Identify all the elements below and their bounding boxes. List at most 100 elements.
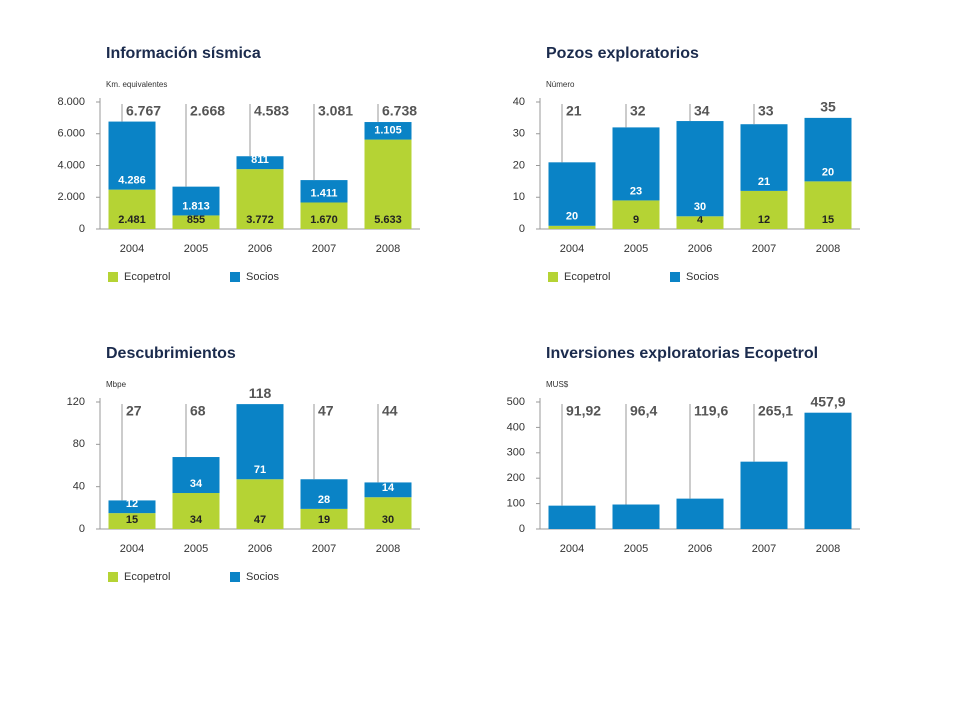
legend-swatch bbox=[108, 572, 118, 582]
bar-segment bbox=[300, 479, 348, 509]
bar-segment bbox=[804, 181, 852, 229]
value-label: 1.813 bbox=[182, 200, 210, 212]
bar bbox=[740, 461, 788, 529]
total-label: 34 bbox=[694, 103, 710, 119]
value-label: 20 bbox=[822, 166, 834, 178]
bar bbox=[612, 504, 660, 529]
value-label: 265,1 bbox=[758, 403, 793, 419]
x-tick-label: 2007 bbox=[752, 543, 776, 555]
bar-segment bbox=[108, 189, 156, 229]
bar-segment bbox=[676, 216, 724, 229]
x-tick-label: 2007 bbox=[312, 243, 336, 255]
bar-segment bbox=[108, 500, 156, 514]
x-tick-label: 2008 bbox=[816, 243, 840, 255]
legend-swatch bbox=[548, 272, 558, 282]
total-label: 47 bbox=[318, 403, 334, 419]
value-label: 91,92 bbox=[566, 403, 601, 419]
x-tick-label: 2007 bbox=[312, 543, 336, 555]
value-label: 12 bbox=[126, 498, 138, 510]
chart-title: Descubrimientos bbox=[106, 345, 236, 362]
y-tick-label: 10 bbox=[513, 191, 525, 203]
value-label: 1.670 bbox=[310, 214, 338, 226]
value-label: 15 bbox=[822, 214, 834, 226]
x-tick-label: 2005 bbox=[624, 243, 648, 255]
legend-swatch bbox=[108, 272, 118, 282]
y-tick-label: 8.000 bbox=[57, 96, 85, 108]
legend-label: Socios bbox=[246, 571, 280, 583]
y-tick-label: 0 bbox=[79, 523, 85, 535]
x-tick-label: 2004 bbox=[560, 243, 584, 255]
x-tick-label: 2004 bbox=[560, 543, 584, 555]
axis-unit: Mbpe bbox=[106, 380, 127, 389]
total-label: 32 bbox=[630, 103, 646, 119]
legend-label: Ecopetrol bbox=[564, 271, 610, 283]
bar-segment bbox=[740, 190, 788, 229]
bar-segment bbox=[236, 169, 284, 229]
legend-swatch bbox=[230, 272, 240, 282]
x-tick-label: 2005 bbox=[184, 543, 208, 555]
y-tick-label: 20 bbox=[513, 159, 525, 171]
bar-segment bbox=[364, 482, 412, 498]
bar-segment bbox=[300, 202, 348, 229]
x-tick-label: 2004 bbox=[120, 543, 144, 555]
y-tick-label: 100 bbox=[507, 498, 525, 510]
value-label: 2.481 bbox=[118, 214, 146, 226]
value-label: 12 bbox=[758, 214, 770, 226]
bar-segment bbox=[172, 457, 220, 494]
value-label: 96,4 bbox=[630, 403, 657, 419]
value-label: 4.286 bbox=[118, 175, 146, 187]
value-label: 811 bbox=[251, 154, 269, 166]
total-label: 44 bbox=[382, 403, 398, 419]
value-label: 30 bbox=[694, 201, 706, 213]
legend-swatch bbox=[230, 572, 240, 582]
bar-segment bbox=[364, 122, 412, 140]
bar-segment bbox=[364, 497, 412, 529]
value-label: 28 bbox=[318, 494, 330, 506]
y-tick-label: 0 bbox=[79, 223, 85, 235]
value-label: 1.411 bbox=[311, 187, 338, 199]
value-label: 21 bbox=[758, 176, 770, 188]
x-tick-label: 2006 bbox=[248, 243, 272, 255]
x-tick-label: 2005 bbox=[184, 243, 208, 255]
total-label: 33 bbox=[758, 103, 774, 119]
value-label: 119,6 bbox=[694, 403, 728, 419]
value-label: 4 bbox=[697, 214, 704, 226]
y-tick-label: 80 bbox=[73, 438, 85, 450]
bar-segment bbox=[236, 156, 284, 170]
bar-segment bbox=[172, 186, 220, 216]
x-tick-label: 2006 bbox=[688, 543, 712, 555]
bar-segment bbox=[172, 215, 220, 229]
x-tick-label: 2006 bbox=[688, 243, 712, 255]
x-tick-label: 2008 bbox=[816, 543, 840, 555]
bar-segment bbox=[300, 508, 348, 529]
value-label: 34 bbox=[190, 514, 203, 526]
value-label: 1.105 bbox=[374, 124, 402, 136]
axis-unit: Número bbox=[546, 80, 575, 89]
bar-segment bbox=[612, 127, 660, 201]
value-label: 34 bbox=[190, 478, 203, 490]
value-label: 5.633 bbox=[374, 214, 402, 226]
x-tick-label: 2007 bbox=[752, 243, 776, 255]
bar-segment bbox=[740, 124, 788, 191]
total-label: 21 bbox=[566, 103, 582, 119]
axis-unit: Km. equivalentes bbox=[106, 80, 167, 89]
total-label: 4.583 bbox=[254, 103, 289, 119]
value-label: 47 bbox=[254, 514, 266, 526]
total-label: 68 bbox=[190, 403, 206, 419]
chart-title: Información sísmica bbox=[106, 45, 261, 62]
total-label: 35 bbox=[820, 99, 836, 115]
x-tick-label: 2008 bbox=[376, 543, 400, 555]
y-tick-label: 40 bbox=[513, 96, 525, 108]
x-tick-label: 2006 bbox=[248, 543, 272, 555]
value-label: 855 bbox=[187, 214, 205, 226]
y-tick-label: 0 bbox=[519, 523, 525, 535]
value-label: 14 bbox=[382, 482, 395, 494]
y-tick-label: 300 bbox=[507, 447, 525, 459]
value-label: 3.772 bbox=[246, 214, 274, 226]
y-tick-label: 30 bbox=[513, 128, 525, 140]
bar-segment bbox=[612, 200, 660, 229]
value-label: 457,9 bbox=[810, 393, 845, 409]
value-label: 9 bbox=[633, 214, 639, 226]
y-tick-label: 500 bbox=[507, 396, 525, 408]
bar bbox=[548, 505, 596, 529]
